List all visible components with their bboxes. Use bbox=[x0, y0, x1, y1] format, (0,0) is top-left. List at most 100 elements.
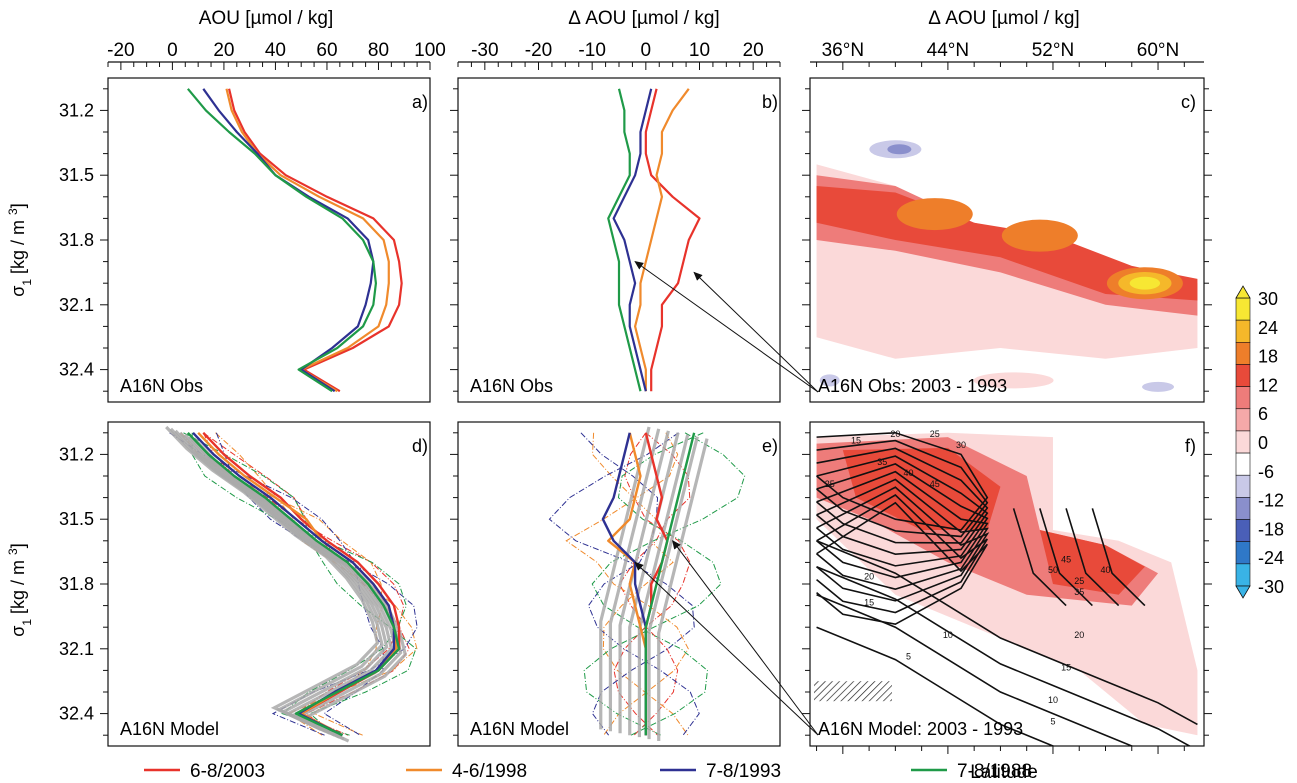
hatched-region bbox=[814, 681, 892, 702]
series-line-7-8-1988 bbox=[186, 431, 401, 737]
series-line-4-6-1998 bbox=[633, 88, 690, 392]
xtick-label-a: -20 bbox=[107, 40, 134, 61]
arrow-line bbox=[634, 261, 819, 393]
series-line-7-8-1988 bbox=[644, 432, 696, 736]
ytick-label-a: 32.1 bbox=[59, 295, 94, 315]
contour-line bbox=[816, 470, 989, 579]
colorbar-triangle-top bbox=[1235, 285, 1251, 299]
contour-line-mid bbox=[1065, 508, 1120, 607]
field-core bbox=[1129, 276, 1161, 290]
contour-line bbox=[816, 494, 988, 614]
ensemble-gray-line bbox=[608, 428, 661, 732]
corner-label-f: f) bbox=[1185, 436, 1196, 456]
xtick-label-a: 20 bbox=[213, 40, 234, 61]
colorbar-tick-label: -30 bbox=[1258, 577, 1284, 597]
ylabel-top: σ1 [kg / m 3] bbox=[6, 203, 34, 297]
annotation-f: A16N Model: 2003 - 1993 bbox=[818, 719, 1023, 739]
corner-label-c: c) bbox=[1181, 92, 1196, 112]
xtick-label-a: 0 bbox=[167, 40, 178, 61]
ensemble-gray-line bbox=[657, 438, 709, 742]
contour-value-label: 35 bbox=[1074, 587, 1084, 597]
contour-line-deep bbox=[816, 626, 1056, 746]
colorbar-tick-label: 30 bbox=[1258, 289, 1278, 309]
axis-ticks: -20 0 20 40 60 80 100 -30 -20 -10 0 10 20 36°N 44°N 52°… bbox=[59, 40, 1212, 754]
colorbar-tick-label: 12 bbox=[1258, 375, 1278, 395]
corner-label-b: b) bbox=[762, 92, 778, 112]
title-panel-b: Δ AOU [µmol / kg] bbox=[568, 8, 719, 29]
xtick-label-b: -20 bbox=[525, 40, 552, 61]
frame-panel-a bbox=[107, 77, 431, 403]
series-line-7-8-1993 bbox=[612, 88, 653, 392]
arrows bbox=[634, 261, 819, 736]
xtick-label-c: 44°N bbox=[927, 40, 969, 61]
colorbar-tick-label: -24 bbox=[1258, 548, 1284, 568]
colorbar-segment bbox=[1235, 497, 1251, 520]
contour-value-label: 25 bbox=[825, 479, 835, 489]
title-panel-c: Δ AOU [µmol / kg] bbox=[928, 8, 1079, 29]
ytick-label-d: 31.2 bbox=[59, 444, 94, 464]
ensemble-dash-line bbox=[618, 432, 691, 736]
ensemble-dash-line bbox=[592, 432, 689, 736]
ensemble-dash-line bbox=[215, 432, 418, 736]
contour-value-label: 10 bbox=[943, 630, 953, 640]
frame-panel-d bbox=[107, 421, 431, 747]
field-negative-core bbox=[887, 144, 912, 155]
contour-line-deep bbox=[816, 565, 1192, 746]
colorbar-segment bbox=[1235, 319, 1251, 343]
contour-line-deep bbox=[816, 540, 1198, 726]
panel-c-field bbox=[816, 140, 1198, 392]
ensemble-dash-line bbox=[183, 432, 417, 736]
ytick-label-a: 32.4 bbox=[59, 360, 94, 380]
xtick-label-b: 10 bbox=[689, 40, 710, 61]
series-line-7-8-1993 bbox=[202, 88, 375, 393]
contour-value-label: 25 bbox=[930, 429, 940, 439]
ensemble-dash-line bbox=[548, 432, 695, 736]
contour-value-label: 15 bbox=[851, 436, 861, 446]
xtick-label-c: 60°N bbox=[1137, 40, 1179, 61]
contour-line bbox=[816, 455, 989, 556]
colorbar-segment bbox=[1235, 563, 1251, 587]
colorbar-segment bbox=[1235, 474, 1251, 498]
contour-value-label: 25 bbox=[1074, 576, 1084, 586]
frame-panel-b bbox=[457, 77, 781, 403]
annotation-a: A16N Obs bbox=[120, 376, 203, 396]
xtick-label-c: 52°N bbox=[1032, 40, 1074, 61]
colorbar-tick-label: -12 bbox=[1258, 491, 1284, 511]
series-line-4-6-1998 bbox=[225, 88, 390, 393]
ytick-label-d: 32.4 bbox=[59, 704, 94, 724]
field-negative bbox=[1142, 381, 1175, 392]
ylabel-bottom: σ1 [kg / m 3] bbox=[6, 543, 34, 637]
colorbar-tick-label: 6 bbox=[1258, 404, 1268, 424]
xlabel-latitude: Latitude bbox=[970, 762, 1038, 783]
ensemble-gray-line bbox=[188, 435, 403, 741]
contour-value-label: 40 bbox=[1100, 565, 1110, 575]
panel-e-lines bbox=[548, 426, 746, 742]
field-core bbox=[1001, 219, 1078, 252]
field-negative bbox=[819, 374, 840, 387]
annotation-b: A16N Obs bbox=[470, 376, 553, 396]
ensemble-dash-line bbox=[591, 432, 746, 736]
corner-label-a: a) bbox=[412, 92, 428, 112]
contour-value-label: 40 bbox=[903, 468, 913, 478]
arrow-line bbox=[634, 561, 819, 736]
contour-line-deep bbox=[816, 594, 1134, 746]
corner-label-d: d) bbox=[412, 436, 428, 456]
xtick-label-a: 60 bbox=[316, 40, 337, 61]
contour-value-label: 50 bbox=[1048, 565, 1058, 575]
colorbar-tick-label: 0 bbox=[1258, 433, 1268, 453]
contour-line bbox=[816, 501, 988, 626]
contour-value-label: 20 bbox=[864, 572, 874, 582]
colorbar-segment bbox=[1235, 408, 1251, 432]
ensemble-dash-line bbox=[613, 432, 691, 736]
colorbar-triangle-bottom bbox=[1235, 585, 1251, 599]
colorbar-segment bbox=[1235, 452, 1251, 476]
xtick-label-a: 80 bbox=[368, 40, 389, 61]
contour-line bbox=[816, 431, 989, 531]
ytick-label-a: 31.8 bbox=[59, 230, 94, 250]
xtick-label-b: 0 bbox=[641, 40, 652, 61]
contour-value-label: 45 bbox=[930, 479, 940, 489]
contour-value-label: 15 bbox=[1061, 662, 1071, 672]
ensemble-dash-line bbox=[191, 432, 407, 736]
series-line-6-8-2003 bbox=[644, 88, 701, 392]
